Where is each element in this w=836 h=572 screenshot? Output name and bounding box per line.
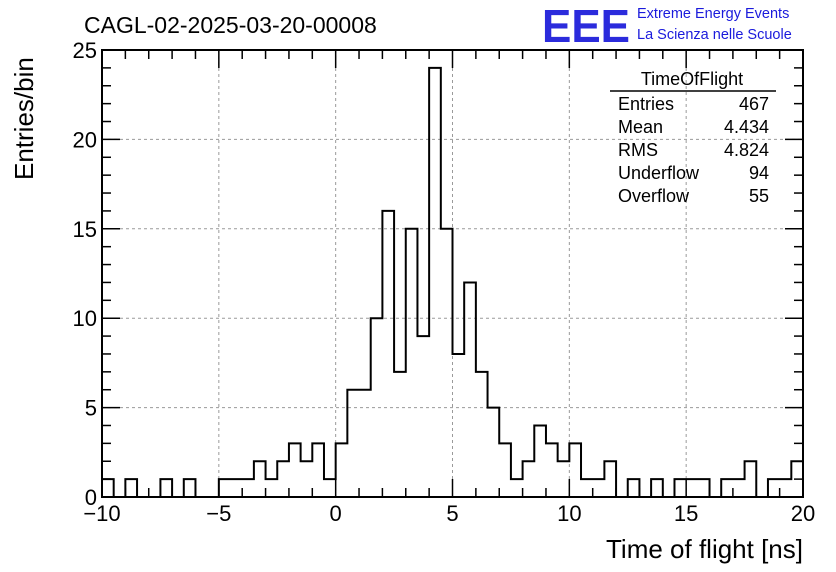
histogram-bin bbox=[266, 479, 278, 497]
x-tick-label: 5 bbox=[446, 501, 458, 526]
histogram-bin bbox=[745, 461, 757, 497]
histogram-bin bbox=[686, 479, 698, 497]
histogram-bin bbox=[523, 461, 535, 497]
histogram-bin bbox=[651, 479, 663, 497]
stats-value-underflow: 94 bbox=[749, 163, 769, 183]
y-tick-label: 25 bbox=[73, 38, 97, 63]
histogram-bin bbox=[406, 229, 418, 497]
logo-subtitle-line2: La Scienza nelle Scuole bbox=[637, 27, 792, 43]
stats-value-overflow: 55 bbox=[749, 186, 769, 206]
histogram-bin bbox=[219, 479, 231, 497]
x-tick-label: −5 bbox=[206, 501, 231, 526]
histogram-bin bbox=[394, 372, 406, 497]
chart-title: CAGL-02-2025-03-20-00008 bbox=[84, 12, 377, 38]
logo-subtitle-line1: Extreme Energy Events bbox=[637, 6, 789, 22]
stats-label-underflow: Underflow bbox=[618, 163, 700, 183]
axis-tick-labels: −10 −5 0 5 10 15 20 0 5 10 15 20 25 bbox=[73, 38, 816, 526]
stats-label-mean: Mean bbox=[618, 117, 663, 137]
histogram-bin bbox=[499, 443, 511, 497]
histogram-bin bbox=[604, 461, 616, 497]
histogram-bin bbox=[558, 461, 570, 497]
histogram-bin bbox=[429, 68, 441, 497]
y-tick-label: 15 bbox=[73, 217, 97, 242]
x-tick-label: 10 bbox=[557, 501, 581, 526]
stats-value-mean: 4.434 bbox=[724, 117, 769, 137]
x-tick-label: 20 bbox=[791, 501, 815, 526]
histogram-bin bbox=[593, 479, 605, 497]
histogram-bin bbox=[371, 318, 383, 497]
histogram-bin bbox=[184, 479, 196, 497]
y-tick-label: 20 bbox=[73, 127, 97, 152]
stats-title: TimeOfFlight bbox=[641, 69, 743, 89]
histogram-bin bbox=[464, 282, 476, 497]
x-tick-label: 15 bbox=[674, 501, 698, 526]
histogram-bin bbox=[733, 479, 745, 497]
histogram-bin bbox=[534, 425, 546, 497]
histogram-bin bbox=[511, 479, 523, 497]
histogram-bin bbox=[546, 443, 558, 497]
stats-value-rms: 4.824 bbox=[724, 140, 769, 160]
histogram-bin bbox=[488, 408, 500, 497]
histogram-bin bbox=[160, 479, 172, 497]
stats-value-entries: 467 bbox=[739, 94, 769, 114]
histogram-bin bbox=[382, 211, 394, 497]
histogram-bin bbox=[336, 443, 348, 497]
x-axis-label: Time of flight [ns] bbox=[606, 534, 803, 564]
stats-box: TimeOfFlight Entries 467 Mean 4.434 RMS … bbox=[610, 69, 776, 206]
y-axis-label: Entries/bin bbox=[9, 57, 39, 180]
histogram-bin bbox=[628, 479, 640, 497]
histogram-bin bbox=[453, 354, 465, 497]
histogram-bin bbox=[102, 479, 114, 497]
histogram-bin bbox=[721, 479, 733, 497]
stats-label-overflow: Overflow bbox=[618, 186, 690, 206]
x-tick-label: 0 bbox=[330, 501, 342, 526]
axis-ticks bbox=[101, 49, 804, 498]
histogram-bin bbox=[476, 372, 488, 497]
histogram-bin bbox=[698, 479, 710, 497]
histogram-bin bbox=[324, 479, 336, 497]
y-tick-label: 10 bbox=[73, 306, 97, 331]
histogram-bin bbox=[780, 479, 792, 497]
y-tick-label: 5 bbox=[85, 396, 97, 421]
x-tick-label: −10 bbox=[83, 501, 120, 526]
y-tick-label: 0 bbox=[85, 485, 97, 510]
stats-label-entries: Entries bbox=[618, 94, 674, 114]
stats-label-rms: RMS bbox=[618, 140, 658, 160]
histogram-bin bbox=[301, 461, 313, 497]
histogram-bin bbox=[254, 461, 266, 497]
histogram-bin bbox=[277, 461, 289, 497]
histogram-bin bbox=[347, 390, 359, 497]
histogram-bin bbox=[569, 443, 581, 497]
histogram-bin bbox=[242, 479, 254, 497]
histogram-bin bbox=[231, 479, 243, 497]
histogram-bin bbox=[674, 479, 686, 497]
eee-logo: EEE Extreme Energy Events La Scienza nel… bbox=[542, 0, 792, 52]
histogram-bin bbox=[417, 336, 429, 497]
histogram-bin bbox=[441, 229, 453, 497]
histogram-bin bbox=[581, 479, 593, 497]
histogram-bin bbox=[768, 479, 780, 497]
eee-logo-text: EEE bbox=[542, 0, 630, 52]
histogram-bin bbox=[312, 443, 324, 497]
histogram-bin bbox=[289, 443, 301, 497]
histogram-bin bbox=[125, 479, 137, 497]
histogram-bin bbox=[359, 390, 371, 497]
